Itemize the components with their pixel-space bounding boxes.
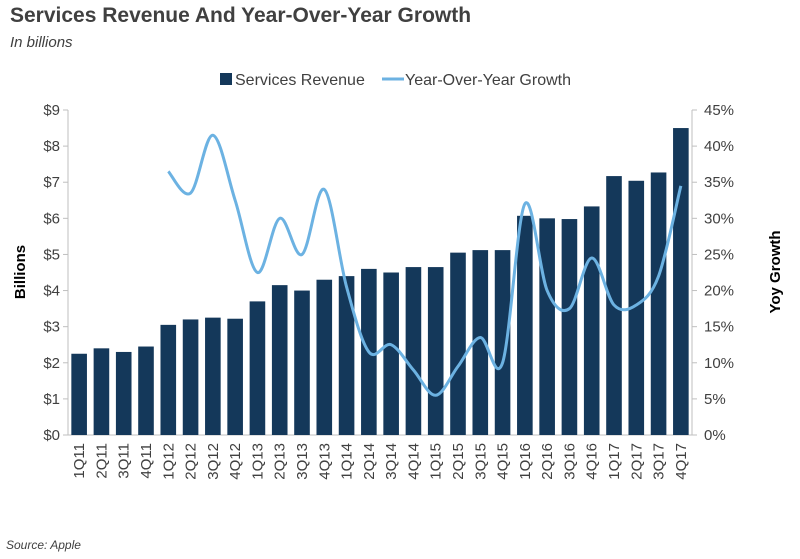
bar-1Q15: [427, 267, 444, 435]
y-left-tick-label: $4: [43, 283, 60, 300]
y-left-tick-label: $1: [43, 391, 60, 408]
bar-1Q16: [517, 215, 533, 435]
x-tick-label: 1Q15: [428, 443, 445, 480]
y-right-tick-label: 10%: [704, 355, 734, 372]
legend-label-services-revenue: Services Revenue: [235, 72, 365, 89]
y-axis-right-title: Yoy Growth: [767, 230, 784, 313]
x-tick-label: 2Q17: [628, 443, 645, 480]
bar-4Q12: [227, 318, 243, 435]
x-tick-label: 3Q14: [383, 443, 400, 480]
x-tick-label: 1Q11: [71, 443, 88, 479]
y-left-tick-label: $8: [43, 138, 60, 155]
y-right-tick-label: 40%: [704, 138, 734, 155]
bar-4Q15: [494, 250, 511, 435]
bar-4Q11: [138, 346, 154, 435]
y-left-tick-label: $6: [43, 210, 60, 227]
bar-3Q11: [115, 351, 132, 435]
line-yoy-growth: [167, 133, 683, 397]
x-tick-label: 3Q15: [472, 443, 489, 480]
chart-subtitle: In billions: [10, 34, 73, 51]
x-tick-label: 3Q16: [561, 443, 578, 480]
bar-3Q13: [294, 290, 310, 435]
y-right-tick-label: 35%: [704, 174, 734, 191]
bar-1Q12: [160, 324, 177, 435]
bar-2Q16: [539, 218, 555, 435]
bar-1Q13: [249, 301, 266, 435]
legend-label-yoy-growth: Year-Over-Year Growth: [405, 72, 571, 89]
y-left-tick-label: $5: [43, 246, 60, 263]
x-tick-label: 2Q13: [272, 443, 289, 480]
chart-title: Services Revenue And Year-Over-Year Grow…: [10, 4, 472, 27]
x-tick-label: 4Q11: [138, 443, 155, 479]
legend: Services Revenue Year-Over-Year Growth: [220, 72, 571, 89]
x-tick-label: 1Q16: [517, 443, 534, 480]
x-tick-label: 3Q11: [116, 443, 133, 479]
x-tick-label: 2Q15: [450, 443, 467, 480]
x-tick-label: 2Q12: [183, 443, 200, 480]
x-tick-label: 1Q17: [606, 443, 623, 480]
y-right-tick-label: 0%: [704, 427, 726, 444]
y-right-tick-label: 15%: [704, 319, 734, 336]
x-tick-label: 4Q16: [584, 443, 601, 480]
bar-4Q13: [316, 279, 333, 435]
y-axis-left-title: Billions: [12, 245, 29, 299]
plot-area: $0 $1 $2 $3 $4 $5 $6 $7 $8 $9 0% 5% 10% 15% 20% 25% 30% 3…: [43, 102, 734, 480]
bar-3Q15: [472, 250, 489, 435]
y-left-tick-label: $9: [43, 102, 60, 119]
bar-4Q16: [583, 206, 600, 435]
x-tick-label: 4Q12: [227, 443, 244, 480]
x-tick-label: 1Q13: [249, 443, 266, 480]
x-tick-label: 2Q11: [93, 443, 110, 479]
x-tick-label: 4Q14: [405, 443, 422, 480]
y-right-tick-label: 45%: [704, 102, 734, 119]
bar-3Q17: [650, 172, 667, 435]
x-tick-label: 3Q13: [294, 443, 311, 480]
bar-2Q11: [93, 348, 110, 435]
x-tick-label: 2Q16: [539, 443, 556, 480]
bar-3Q16: [561, 219, 578, 435]
y-right-tick-label: 25%: [704, 246, 734, 263]
x-tick-label: 4Q13: [316, 443, 333, 480]
bar-2Q12: [182, 319, 199, 435]
y-right-tick-label: 5%: [704, 391, 726, 408]
bar-2Q13: [271, 285, 288, 435]
x-tick-label: 4Q15: [495, 443, 512, 480]
y-right-tick-label: 20%: [704, 283, 734, 300]
x-tick-label: 4Q17: [673, 443, 690, 480]
x-tick-label: 3Q17: [651, 443, 668, 480]
y-left-tick-label: $3: [43, 319, 60, 336]
bar-3Q14: [383, 272, 399, 435]
bar-2Q15: [450, 252, 466, 435]
x-tick-label: 1Q12: [160, 443, 177, 480]
bar-4Q14: [405, 267, 422, 435]
source-note: Source: Apple: [6, 538, 81, 552]
bar-1Q11: [71, 353, 87, 435]
x-tick-label: 3Q12: [205, 443, 222, 480]
y-left-tick-label: $7: [43, 174, 60, 191]
y-left-tick-label: $0: [43, 427, 60, 444]
x-tick-label: 2Q14: [361, 443, 378, 480]
y-right-tick-label: 30%: [704, 210, 734, 227]
bar-3Q12: [205, 317, 221, 435]
bar-4Q17: [673, 128, 689, 436]
x-tick-label: 1Q14: [339, 443, 356, 480]
bar-2Q17: [628, 180, 645, 435]
legend-swatch-services-revenue: [220, 73, 232, 85]
y-left-tick-label: $2: [43, 355, 60, 372]
bar-1Q14: [338, 276, 355, 435]
